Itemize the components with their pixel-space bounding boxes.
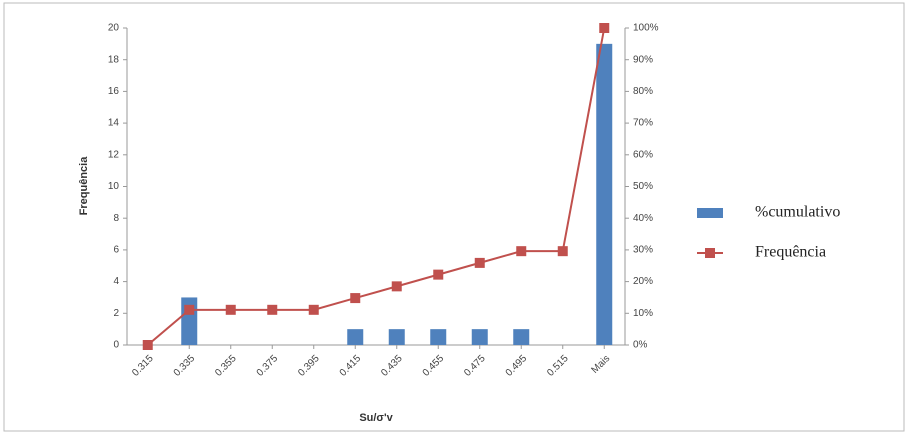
legend-swatch bbox=[697, 208, 723, 218]
y2-tick-label: 80% bbox=[633, 86, 653, 97]
y2-tick-label: 20% bbox=[633, 276, 653, 287]
bar bbox=[513, 329, 530, 345]
y-tick-label: 0 bbox=[113, 340, 119, 351]
y2-tick-label: 100% bbox=[633, 23, 659, 34]
y2-tick-label: 70% bbox=[633, 118, 653, 129]
bar bbox=[181, 297, 198, 345]
y-tick-label: 12 bbox=[108, 149, 120, 160]
bar bbox=[471, 329, 488, 345]
y-tick-label: 10 bbox=[108, 181, 120, 192]
line-marker bbox=[142, 340, 153, 350]
y-tick-label: 6 bbox=[113, 245, 119, 256]
y-tick-label: 14 bbox=[108, 118, 120, 129]
y-tick-label: 16 bbox=[108, 86, 120, 97]
y2-tick-label: 10% bbox=[633, 308, 653, 319]
y-tick-label: 20 bbox=[108, 23, 120, 34]
line-marker bbox=[350, 293, 361, 304]
line bbox=[147, 27, 606, 346]
bar bbox=[347, 329, 364, 345]
line-marker bbox=[599, 23, 610, 33]
line-marker bbox=[433, 269, 444, 280]
bar bbox=[388, 329, 405, 345]
x-axis-title: Su/σ'v bbox=[359, 412, 393, 424]
y-axis-title: Frequência bbox=[78, 156, 90, 216]
line-marker bbox=[474, 257, 485, 268]
chart-frame bbox=[3, 2, 905, 432]
y2-tick-label: 30% bbox=[633, 245, 653, 256]
line-marker bbox=[308, 304, 319, 315]
legend-swatch bbox=[705, 248, 715, 258]
line-marker bbox=[225, 304, 236, 315]
y2-tick-label: 60% bbox=[633, 149, 653, 160]
y-tick-label: 8 bbox=[113, 213, 119, 224]
line-marker bbox=[391, 281, 402, 292]
y2-tick-label: 0% bbox=[633, 340, 648, 351]
y-tick-label: 2 bbox=[113, 308, 119, 319]
line-marker bbox=[516, 246, 527, 257]
y-tick-label: 18 bbox=[108, 54, 120, 65]
y2-tick-label: 50% bbox=[633, 181, 653, 192]
y2-tick-label: 40% bbox=[633, 213, 653, 224]
y2-tick-label: 90% bbox=[633, 54, 653, 65]
bar bbox=[596, 43, 613, 345]
line-marker bbox=[557, 246, 568, 257]
line-marker bbox=[184, 304, 195, 315]
bar bbox=[430, 329, 447, 345]
legend-label: Frequência bbox=[755, 244, 826, 261]
legend-label: %cumulativo bbox=[755, 204, 840, 221]
y-tick-label: 4 bbox=[113, 276, 119, 287]
line-marker bbox=[267, 304, 278, 315]
